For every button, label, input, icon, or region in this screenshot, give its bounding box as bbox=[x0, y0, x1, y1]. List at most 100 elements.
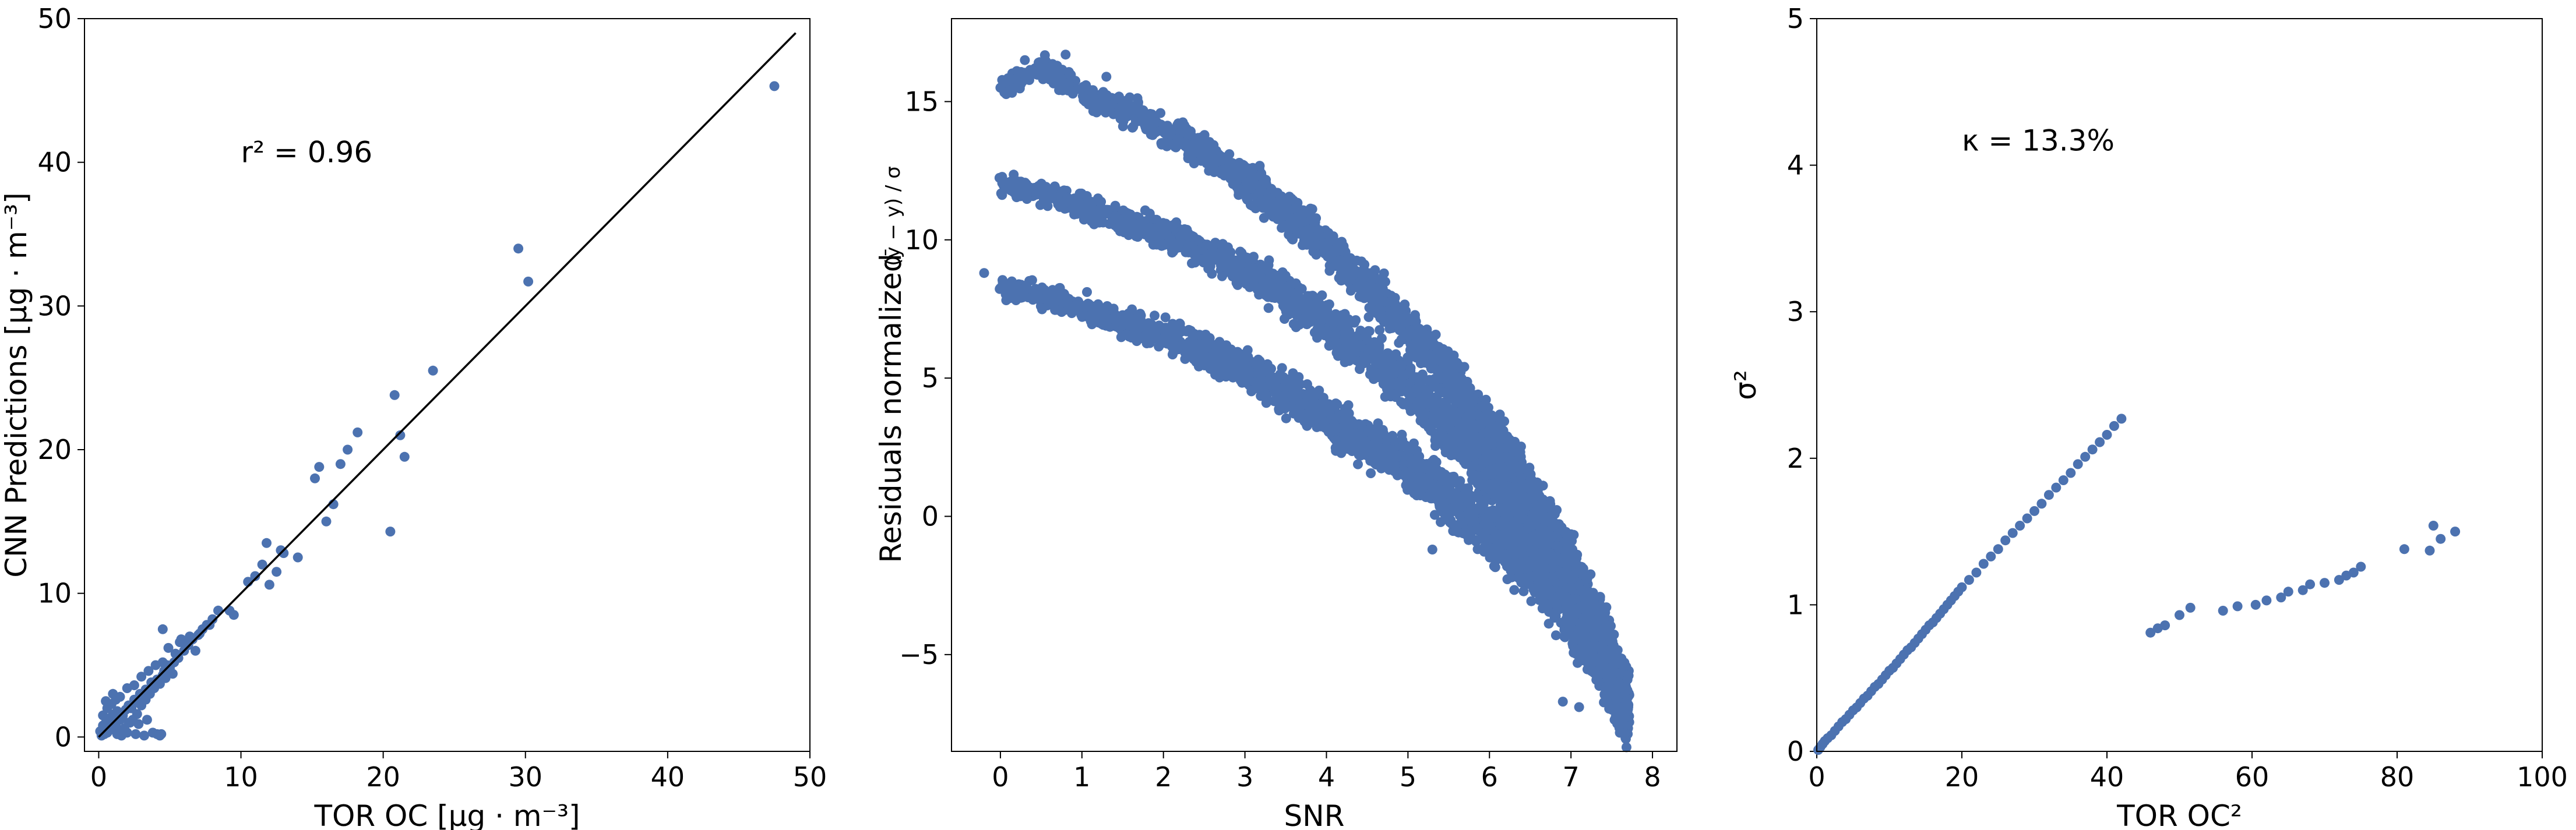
data-point bbox=[1446, 415, 1456, 426]
data-point bbox=[1291, 310, 1302, 320]
data-point bbox=[1228, 171, 1238, 181]
data-point bbox=[1470, 436, 1479, 446]
data-point bbox=[1112, 93, 1123, 103]
y-tick-label: 20 bbox=[37, 434, 72, 465]
data-point bbox=[1057, 186, 1067, 197]
data-point bbox=[1207, 269, 1217, 279]
y-tick-label: 5 bbox=[922, 362, 939, 394]
data-point bbox=[1105, 101, 1116, 111]
data-point bbox=[1081, 94, 1091, 104]
data-point bbox=[1335, 256, 1346, 266]
data-point bbox=[314, 462, 325, 472]
data-point bbox=[1569, 529, 1579, 540]
data-point bbox=[1046, 193, 1056, 203]
data-point bbox=[276, 545, 286, 556]
data-point bbox=[1119, 227, 1129, 238]
data-point bbox=[1375, 325, 1385, 335]
data-point bbox=[769, 81, 780, 91]
data-point bbox=[1396, 303, 1407, 314]
x-tick-label: 2 bbox=[1155, 761, 1172, 793]
data-point bbox=[1069, 193, 1080, 204]
x-tick-label: 3 bbox=[1236, 761, 1253, 793]
data-point bbox=[1118, 121, 1128, 132]
data-point bbox=[125, 718, 135, 728]
data-point bbox=[1251, 179, 1261, 190]
data-point bbox=[1383, 355, 1393, 365]
data-point bbox=[1525, 521, 1535, 531]
data-point bbox=[122, 727, 132, 738]
data-point bbox=[133, 719, 144, 729]
data-point bbox=[1312, 239, 1323, 250]
data-point bbox=[1263, 303, 1274, 313]
data-point bbox=[1175, 231, 1186, 242]
data-point bbox=[1464, 399, 1474, 409]
data-point bbox=[1369, 284, 1380, 294]
data-point bbox=[293, 552, 303, 563]
data-point bbox=[1531, 509, 1542, 520]
data-point bbox=[996, 188, 1006, 199]
y-tick-label: 10 bbox=[904, 224, 939, 256]
x-tick-label: 7 bbox=[1563, 761, 1580, 793]
data-point bbox=[1312, 324, 1323, 334]
data-point bbox=[997, 176, 1007, 186]
data-point bbox=[195, 628, 205, 639]
data-point bbox=[262, 538, 272, 548]
data-point bbox=[1288, 319, 1299, 329]
data-point bbox=[1254, 161, 1265, 171]
x-tick-label: 8 bbox=[1644, 761, 1661, 793]
data-point bbox=[1516, 461, 1526, 472]
data-point bbox=[1248, 264, 1259, 274]
data-point bbox=[1446, 354, 1456, 365]
identity-line bbox=[98, 32, 797, 738]
data-point bbox=[1544, 502, 1554, 513]
data-point bbox=[1351, 315, 1361, 326]
data-point bbox=[1259, 213, 1269, 223]
data-point bbox=[353, 427, 363, 437]
x-tick-label: 0 bbox=[992, 761, 1009, 793]
data-point bbox=[1089, 204, 1100, 215]
data-point bbox=[1243, 177, 1253, 188]
data-point bbox=[389, 390, 400, 400]
data-point bbox=[1497, 476, 1508, 486]
scatter-points bbox=[979, 50, 1634, 753]
data-point bbox=[1396, 379, 1406, 390]
data-point bbox=[1025, 65, 1035, 75]
data-point bbox=[1083, 196, 1094, 206]
data-point bbox=[1248, 200, 1258, 211]
data-point bbox=[1288, 296, 1298, 306]
data-point bbox=[1492, 432, 1502, 443]
data-point bbox=[1425, 349, 1436, 360]
y-tick-label: 40 bbox=[37, 147, 72, 178]
data-point bbox=[1374, 343, 1384, 354]
data-point bbox=[428, 365, 438, 376]
data-point bbox=[1514, 493, 1524, 504]
data-point bbox=[1284, 287, 1295, 297]
data-point bbox=[513, 243, 524, 254]
data-point bbox=[132, 709, 142, 719]
y-tick-label: 15 bbox=[904, 86, 939, 117]
data-point bbox=[523, 276, 534, 287]
data-point bbox=[1243, 193, 1253, 203]
x-tick-label: 4 bbox=[1318, 761, 1335, 793]
data-point bbox=[1484, 479, 1495, 490]
data-point bbox=[185, 631, 195, 642]
data-point bbox=[1299, 304, 1310, 315]
x-tick-label: 5 bbox=[1400, 761, 1416, 793]
data-point bbox=[1096, 98, 1106, 108]
data-point bbox=[1098, 217, 1108, 228]
data-point bbox=[1415, 334, 1426, 344]
data-point bbox=[1125, 110, 1136, 120]
x-tick-label: 1 bbox=[1073, 761, 1090, 793]
data-point bbox=[1376, 274, 1387, 284]
data-point bbox=[1566, 548, 1576, 558]
data-point bbox=[1405, 391, 1416, 402]
data-point bbox=[1140, 114, 1150, 125]
data-point bbox=[1147, 231, 1158, 241]
data-point bbox=[1020, 74, 1030, 84]
data-point bbox=[1239, 185, 1249, 195]
y-tick-label: 50 bbox=[37, 3, 72, 34]
data-point bbox=[321, 516, 332, 527]
data-point bbox=[1332, 342, 1342, 352]
